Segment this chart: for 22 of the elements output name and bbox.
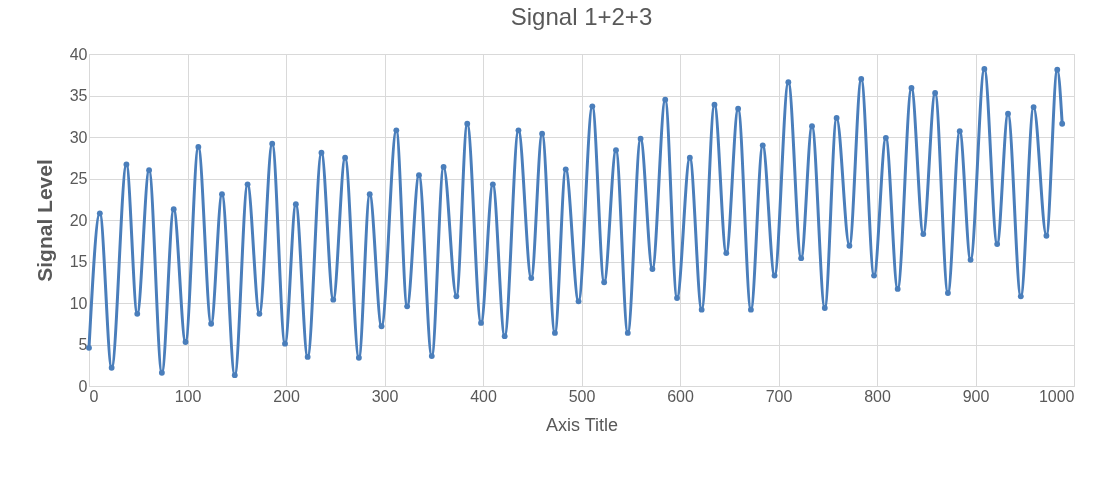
x-tick-label: 100 bbox=[174, 387, 202, 405]
y-tick-label: 15 bbox=[69, 253, 88, 270]
x-axis-title: Axis Title bbox=[545, 414, 619, 435]
y-tick-label: 5 bbox=[78, 336, 88, 353]
y-tick-label: 30 bbox=[69, 128, 88, 146]
y-tick-label: 40 bbox=[69, 45, 88, 63]
x-tick-label: 500 bbox=[568, 387, 596, 405]
x-tick-label: 700 bbox=[765, 387, 793, 405]
y-tick-label: 25 bbox=[69, 170, 88, 187]
x-tick-label: 0 bbox=[89, 387, 99, 405]
x-tick-label: 800 bbox=[864, 387, 891, 405]
x-tick-label: 200 bbox=[273, 387, 300, 405]
y-axis-title: Signal Level bbox=[32, 159, 56, 282]
y-tick-label: 35 bbox=[69, 87, 88, 104]
x-tick-label: 900 bbox=[962, 387, 990, 405]
y-tick-label: 20 bbox=[69, 211, 88, 229]
x-tick-label: 400 bbox=[470, 387, 497, 405]
y-tick-label: 10 bbox=[69, 294, 88, 312]
x-tick-label: 600 bbox=[667, 387, 694, 405]
x-tick-label: 300 bbox=[371, 387, 399, 405]
chart-title: Signal 1+2+3 bbox=[510, 3, 653, 30]
x-tick-label: 1000 bbox=[1038, 387, 1075, 405]
